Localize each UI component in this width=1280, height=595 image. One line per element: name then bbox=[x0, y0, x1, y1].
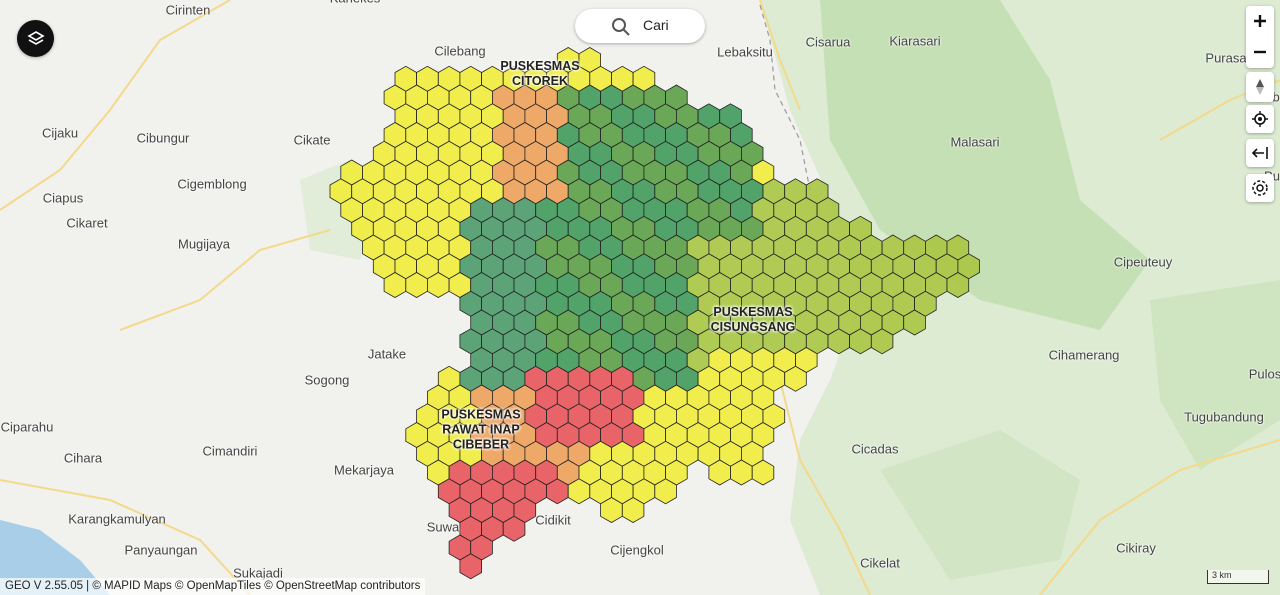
search-box[interactable]: Cari bbox=[575, 9, 705, 43]
search-icon bbox=[612, 18, 630, 36]
place-label: Cikaret bbox=[66, 215, 108, 231]
place-label: Cikiray bbox=[1116, 540, 1156, 556]
label-line: CITOREK bbox=[511, 74, 569, 88]
back-icon bbox=[1251, 147, 1268, 159]
place-label: Mugijaya bbox=[177, 236, 231, 252]
place-label: Jatake bbox=[367, 346, 407, 362]
label-line: PUSKESMAS bbox=[441, 407, 521, 422]
place-label: Cipeuteuy bbox=[1113, 254, 1173, 270]
place-label: Lebaksitu bbox=[717, 44, 773, 60]
hex-cell bbox=[654, 478, 677, 505]
place-label: Cibungur bbox=[136, 130, 190, 146]
label-line: PUSKESMAS bbox=[713, 305, 793, 319]
place-label: Karangkamulyan bbox=[68, 511, 166, 527]
label-line: RAWAT INAP bbox=[442, 422, 520, 437]
place-label: Purasa bbox=[1205, 50, 1247, 66]
place-label: Malasari bbox=[950, 134, 1000, 150]
hex-cell bbox=[784, 365, 807, 392]
forest-area bbox=[1150, 280, 1280, 470]
hex-cell bbox=[903, 309, 926, 336]
compass-icon bbox=[1256, 79, 1264, 95]
place-label: Cijengkol bbox=[610, 542, 664, 558]
zoom-out[interactable] bbox=[1246, 37, 1274, 68]
place-label: Cijaku bbox=[41, 125, 79, 141]
place-label: Sukajadi bbox=[233, 565, 283, 581]
scale-bar: 3 km bbox=[1207, 570, 1269, 584]
compass-button[interactable] bbox=[1246, 72, 1274, 102]
place-label: Ciparahu bbox=[0, 419, 54, 435]
place-label: Cikelat bbox=[860, 555, 900, 571]
place-label: Sogong bbox=[304, 372, 350, 388]
label-line: CISUNGSANG bbox=[710, 320, 796, 334]
place-label: Tugubandung bbox=[1184, 409, 1264, 425]
place-label: Panyaungan bbox=[124, 542, 198, 558]
place-label: Cihamerang bbox=[1048, 347, 1120, 363]
locate-button[interactable] bbox=[1246, 105, 1274, 133]
zoom-control bbox=[1246, 6, 1274, 68]
search-placeholder: Cari bbox=[643, 17, 669, 33]
hex-cell bbox=[459, 553, 483, 580]
layer-icon bbox=[26, 30, 45, 45]
label-line: PUSKESMAS bbox=[500, 59, 580, 73]
forest-area bbox=[820, 0, 1150, 330]
place-label: Kiarasari bbox=[889, 33, 941, 49]
zoom-in[interactable] bbox=[1246, 6, 1274, 37]
place-label: Suwa bbox=[426, 519, 460, 535]
place-label: Cicadas bbox=[851, 441, 899, 457]
place-label: Cihara bbox=[63, 450, 103, 466]
place-label: Cisarua bbox=[805, 34, 851, 50]
place-label: Kanekes bbox=[330, 0, 381, 6]
water bbox=[0, 520, 110, 595]
hex-cell bbox=[621, 497, 645, 523]
place-label: Cilebang bbox=[434, 43, 486, 59]
place-label: Cirinten bbox=[165, 2, 211, 18]
layer-button[interactable] bbox=[17, 20, 54, 57]
locate-icon bbox=[1252, 111, 1268, 127]
place-label: Ciapus bbox=[42, 190, 84, 206]
hex-cell bbox=[502, 515, 526, 542]
place-label: Mekarjaya bbox=[334, 462, 394, 478]
puskesmas-label: PUSKESMAS RAWAT INAP CIBEBER bbox=[441, 408, 520, 453]
label-line: CIBEBER bbox=[452, 437, 510, 452]
place-label: Cidikit bbox=[535, 512, 571, 528]
attribution: GEO V 2.55.05 | © MAPID Maps © OpenMapTi… bbox=[0, 578, 426, 595]
hex-cell bbox=[946, 272, 970, 298]
hex-cell bbox=[870, 328, 894, 355]
hex-grid bbox=[329, 47, 980, 580]
settings-icon bbox=[1252, 180, 1268, 196]
forest-area bbox=[880, 430, 1080, 580]
place-label: Pulos bbox=[1248, 366, 1280, 382]
place-label: Cigemblong bbox=[177, 176, 247, 192]
puskesmas-label: PUSKESMAS CISUNGSANG bbox=[711, 305, 796, 335]
back-button[interactable] bbox=[1246, 139, 1274, 167]
place-label: Cimandiri bbox=[202, 443, 258, 459]
hex-cell bbox=[751, 459, 775, 486]
place-label: Cikate bbox=[293, 132, 331, 148]
puskesmas-label: PUSKESMAS CITOREK bbox=[500, 59, 579, 89]
settings-button[interactable] bbox=[1246, 174, 1274, 202]
